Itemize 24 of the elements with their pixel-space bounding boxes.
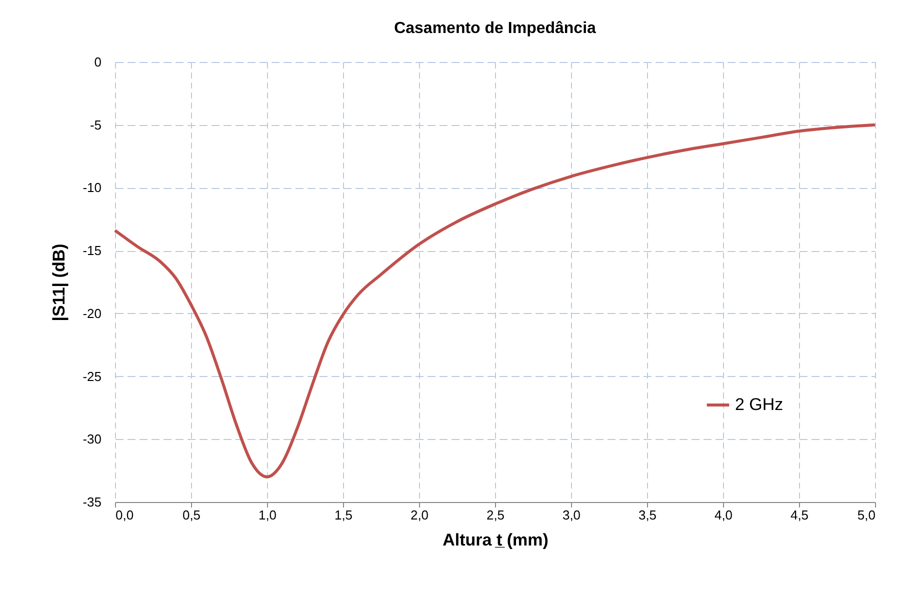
x-tick-label: 4,0 xyxy=(714,508,733,522)
x-tick-label: 2,5 xyxy=(486,508,505,522)
y-tick-label: 0 xyxy=(94,54,102,70)
x-tick-label: 5,0 xyxy=(857,508,876,522)
y-tick-label: -30 xyxy=(82,432,102,447)
x-tick-label: 0,0 xyxy=(116,508,134,522)
y-tick-label: -10 xyxy=(82,180,102,196)
x-tick-label: 1,0 xyxy=(258,508,277,522)
y-tick-label: -5 xyxy=(90,117,102,132)
line-series xyxy=(114,123,876,478)
y-tick-label: -15 xyxy=(82,243,102,258)
x-tick-label: 0,5 xyxy=(182,508,201,522)
y-tick-label: -20 xyxy=(82,306,102,321)
x-tick-label: 3,5 xyxy=(638,508,657,522)
y-tick-label: -25 xyxy=(82,368,102,384)
x-tick-label: 1,5 xyxy=(334,508,353,522)
x-tick-label: 4,5 xyxy=(790,508,809,522)
chart-title: Casamento de Impedância xyxy=(394,20,596,37)
x-axis-title: Altura t̲ (mm) xyxy=(442,530,548,550)
legend-label: 2 GHz xyxy=(735,395,784,414)
x-tick-label: 3,0 xyxy=(562,508,581,522)
x-tick-label: 2,0 xyxy=(410,508,429,522)
y-tick-label: -35 xyxy=(82,494,102,510)
y-axis-title: |S11| (dB) xyxy=(50,244,69,322)
